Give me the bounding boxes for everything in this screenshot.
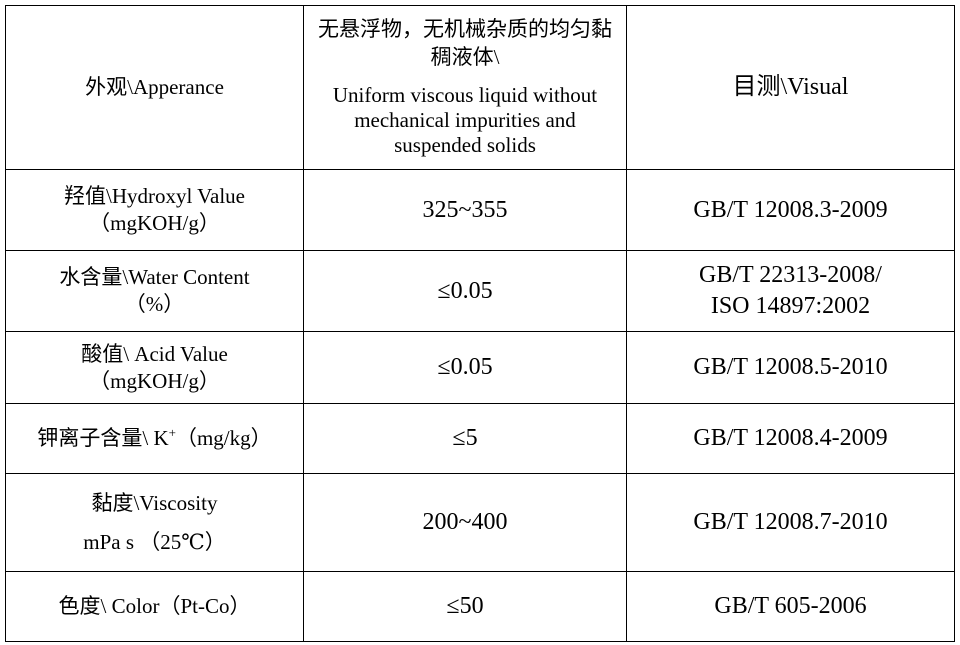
specification-value-cell: ≤50 [303, 571, 627, 642]
specification-value: ≤5 [452, 425, 478, 452]
specification-value-cell: ≤5 [303, 403, 627, 474]
test-method-cell: GB/T 22313-2008/ ISO 14897:2002 [626, 250, 955, 332]
test-method-cell: 目测\Visual [626, 5, 955, 170]
specification-value-cell: 200~400 [303, 473, 627, 572]
table-row-appearance: 外观\Apperance 无悬浮物，无机械杂质的均匀黏稠液体\ Uniform … [5, 5, 955, 170]
specification-value: ≤0.05 [437, 354, 493, 381]
test-method: GB/T 22313-2008/ [699, 262, 882, 289]
test-method-cell: GB/T 605-2006 [626, 571, 955, 642]
test-method-cell: GB/T 12008.7-2010 [626, 473, 955, 572]
property-unit: （%） [124, 292, 185, 316]
specification-value-english: Uniform viscous liquid without mechanica… [332, 83, 598, 158]
specification-value-chinese: 无悬浮物，无机械杂质的均匀黏稠液体\ [318, 17, 612, 69]
property-name-cell: 色度\ Color（Pt-Co） [5, 571, 304, 642]
specification-value-cell: 325~355 [303, 169, 627, 251]
test-method: GB/T 12008.7-2010 [693, 509, 888, 536]
property-unit: （mgKOH/g） [89, 368, 220, 393]
table-row-viscosity: 黏度\Viscosity mPa s （25℃） 200~400 GB/T 12… [5, 473, 955, 572]
specification-table: 外观\Apperance 无悬浮物，无机械杂质的均匀黏稠液体\ Uniform … [5, 5, 955, 642]
test-method-cell: GB/T 12008.4-2009 [626, 403, 955, 474]
specification-value: ≤50 [446, 593, 484, 620]
test-method: GB/T 12008.5-2010 [693, 354, 888, 381]
table-row-hydroxyl-value: 羟值\Hydroxyl Value （mgKOH/g） 325~355 GB/T… [5, 169, 955, 251]
superscript-plus: + [168, 425, 176, 441]
specification-value-cell: ≤0.05 [303, 331, 627, 404]
test-method-cell: GB/T 12008.3-2009 [626, 169, 955, 251]
property-name-cell: 羟值\Hydroxyl Value （mgKOH/g） [5, 169, 304, 251]
specification-value: 200~400 [422, 509, 508, 536]
table-row-water-content: 水含量\Water Content （%） ≤0.05 GB/T 22313-2… [5, 250, 955, 332]
property-unit: （mg/kg） [175, 426, 272, 451]
property-name-cell: 外观\Apperance [5, 5, 304, 170]
property-name-cell: 钾离子含量\ K+（mg/kg） [5, 403, 304, 474]
specification-value-cell: 无悬浮物，无机械杂质的均匀黏稠液体\ Uniform viscous liqui… [303, 5, 627, 170]
property-name: 钾离子含量\ K [37, 426, 169, 451]
property-name: 羟值\Hydroxyl Value [63, 184, 245, 209]
property-name-cell: 酸值\ Acid Value （mgKOH/g） [5, 331, 304, 404]
property-name: 水含量\Water Content [59, 265, 250, 290]
property-name: 酸值\ Acid Value [81, 341, 228, 366]
test-method-cell: GB/T 12008.5-2010 [626, 331, 955, 404]
test-method-secondary: ISO 14897:2002 [710, 293, 871, 319]
property-name-cell: 黏度\Viscosity mPa s （25℃） [5, 473, 304, 572]
specification-value-cell: ≤0.05 [303, 250, 627, 332]
property-name-cell: 水含量\Water Content （%） [5, 250, 304, 332]
test-method: GB/T 12008.4-2009 [693, 425, 888, 452]
specification-value: ≤0.05 [437, 277, 493, 304]
table-row-acid-value: 酸值\ Acid Value （mgKOH/g） ≤0.05 GB/T 1200… [5, 331, 955, 404]
property-unit: （mgKOH/g） [89, 211, 220, 235]
table-row-color: 色度\ Color（Pt-Co） ≤50 GB/T 605-2006 [5, 571, 955, 642]
property-unit: mPa s （25℃） [83, 529, 226, 554]
property-name: 黏度\Viscosity [91, 490, 218, 515]
specification-value: 325~355 [422, 196, 508, 223]
property-name: 外观\Apperance [85, 75, 224, 100]
test-method: 目测\Visual [732, 74, 849, 101]
table-row-potassium-content: 钾离子含量\ K+（mg/kg） ≤5 GB/T 12008.4-2009 [5, 403, 955, 474]
property-name: 色度\ Color（Pt-Co） [58, 594, 251, 619]
test-method: GB/T 605-2006 [714, 593, 867, 620]
test-method: GB/T 12008.3-2009 [693, 196, 888, 223]
